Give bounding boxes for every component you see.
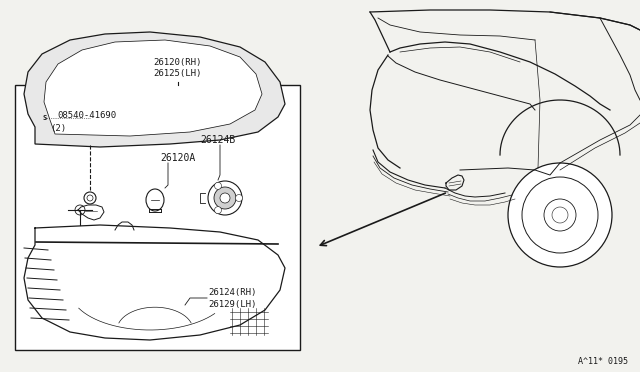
Circle shape <box>84 192 96 204</box>
Ellipse shape <box>146 189 164 211</box>
Bar <box>15 85 300 350</box>
Text: 08540-41690: 08540-41690 <box>57 110 116 119</box>
Text: S: S <box>43 115 47 121</box>
Circle shape <box>508 163 612 267</box>
Circle shape <box>544 199 576 231</box>
Text: 26125(LH): 26125(LH) <box>154 68 202 77</box>
Circle shape <box>87 195 93 201</box>
Text: 26124B: 26124B <box>200 135 236 145</box>
Circle shape <box>522 177 598 253</box>
Circle shape <box>214 206 221 214</box>
Circle shape <box>75 205 85 215</box>
Polygon shape <box>44 40 262 136</box>
Circle shape <box>85 132 95 142</box>
Circle shape <box>214 187 236 209</box>
Circle shape <box>220 193 230 203</box>
Text: A^11* 0195: A^11* 0195 <box>578 357 628 366</box>
Polygon shape <box>24 32 285 147</box>
Circle shape <box>236 195 243 202</box>
Circle shape <box>37 110 53 126</box>
Text: 26120(RH): 26120(RH) <box>154 58 202 67</box>
Text: (2): (2) <box>50 124 66 132</box>
Circle shape <box>552 207 568 223</box>
Circle shape <box>214 182 221 189</box>
Circle shape <box>208 181 242 215</box>
Text: 26124(RH): 26124(RH) <box>208 288 257 296</box>
Text: 26129(LH): 26129(LH) <box>208 299 257 308</box>
Text: 26120A: 26120A <box>160 153 195 163</box>
